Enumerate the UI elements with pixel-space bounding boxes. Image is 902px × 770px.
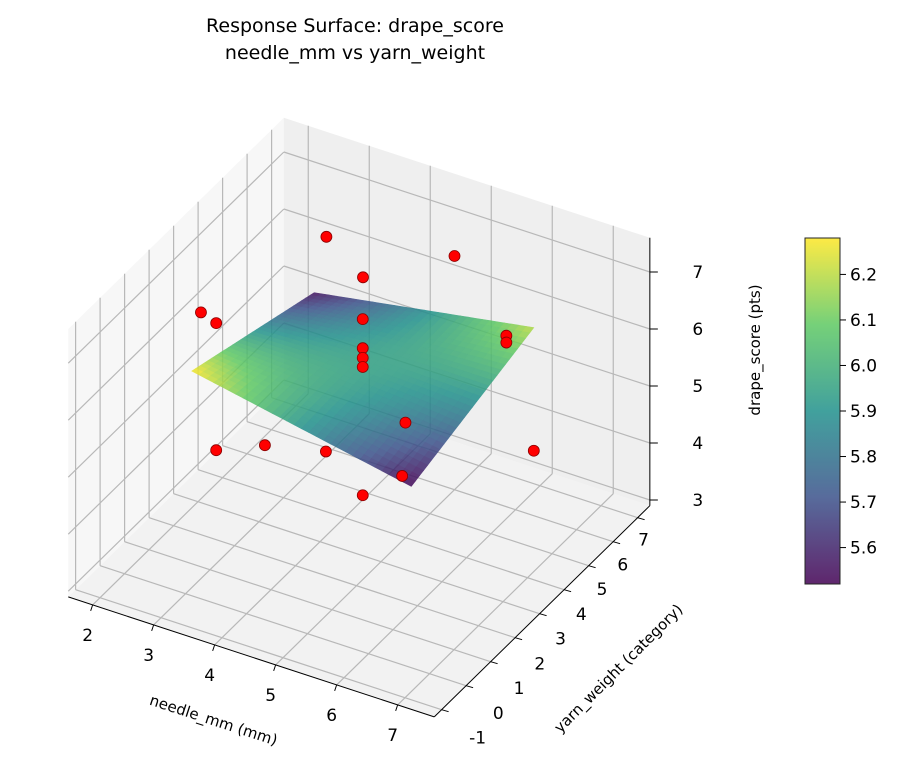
data-point — [396, 470, 409, 482]
colorbar-tick-label: 5.7 — [850, 493, 877, 513]
colorbar-tick-label: 6.0 — [850, 356, 877, 376]
gridline-z — [283, 208, 651, 330]
x-tick — [90, 604, 94, 612]
data-point — [258, 439, 271, 452]
y-tick — [612, 541, 621, 545]
data-point — [527, 444, 540, 457]
gridline-z — [67, 208, 285, 421]
colorbar — [804, 237, 841, 585]
y-tick — [588, 565, 596, 569]
data-point — [357, 271, 369, 284]
x-tick-label: 4 — [204, 666, 215, 686]
y-axis-line — [433, 505, 651, 718]
data-point — [500, 336, 513, 349]
x-tick-label: 7 — [387, 726, 398, 746]
data-point — [320, 230, 333, 243]
y-tick-label: 4 — [576, 605, 587, 625]
y-tick-label: 6 — [617, 555, 628, 575]
colorbar-tick-label: 6.2 — [850, 265, 877, 285]
gridline-z — [67, 151, 285, 364]
y-tick — [514, 637, 523, 641]
y-tick — [441, 709, 449, 713]
gridline-y — [246, 421, 614, 543]
z-tick-label: 6 — [692, 320, 703, 340]
left-pane — [68, 117, 284, 597]
y-axis-label: yarn_weight (category) — [550, 600, 687, 737]
z-tick-label: 7 — [692, 263, 703, 283]
z-tick-label: 5 — [692, 377, 703, 397]
gridline-y — [173, 493, 540, 615]
gridline-y — [75, 589, 442, 711]
y-tick — [490, 661, 498, 665]
scatter-points — [195, 230, 540, 502]
gridline-z — [283, 151, 651, 273]
x-tick-label: 2 — [82, 626, 93, 646]
data-point — [210, 317, 223, 330]
axes-lines — [68, 237, 658, 718]
gridline-z — [67, 379, 285, 592]
x-tick — [151, 624, 155, 632]
gridline-y — [124, 541, 491, 663]
gridline-y — [222, 445, 589, 567]
y-tick-label: 3 — [555, 630, 566, 650]
y-tick — [465, 685, 474, 689]
gridline-x — [92, 393, 309, 606]
data-point — [356, 489, 369, 502]
data-point — [356, 361, 369, 373]
y-tick — [539, 613, 547, 617]
data-point — [356, 313, 369, 326]
y-tick-label: 5 — [597, 580, 608, 600]
gridline-x — [153, 413, 370, 626]
x-tick-label: 5 — [265, 686, 276, 706]
z-tick-label: 4 — [692, 434, 703, 454]
y-tick-label: 1 — [514, 679, 525, 699]
gridline-x — [336, 473, 553, 686]
gridline-y — [148, 517, 516, 639]
x-tick-label: 6 — [326, 706, 337, 726]
colorbar-ticks: 5.6 5.7 5.8 5.9 6.0 6.1 6.2 — [840, 265, 877, 559]
colorbar-tick-label: 5.8 — [850, 448, 877, 468]
x-tick — [395, 704, 399, 712]
gridline-x — [397, 493, 614, 706]
x-tick — [334, 684, 338, 692]
z-tick-label: 3 — [692, 491, 703, 511]
x-tick — [212, 644, 216, 652]
x-axis-line — [68, 596, 435, 718]
data-point — [448, 250, 461, 262]
colorbar-tick-label: 5.9 — [850, 402, 877, 422]
data-point — [399, 416, 412, 429]
data-point — [210, 444, 223, 457]
chart-title: Response Surface: drape_score — [206, 15, 504, 37]
y-tick-label: -1 — [469, 729, 486, 749]
gridline-y — [99, 565, 467, 687]
colorbar-tick-label: 6.1 — [850, 311, 877, 331]
x-tick-label: 3 — [143, 646, 154, 666]
y-tick — [563, 589, 572, 593]
y-tick — [637, 517, 645, 521]
gridline-z — [67, 265, 285, 478]
colorbar-tick-label: 5.6 — [850, 539, 877, 559]
data-point — [319, 445, 332, 458]
z-axis-label: drape_score (pts) — [746, 284, 765, 415]
gridline-y — [197, 469, 565, 591]
data-point — [195, 306, 207, 319]
x-axis-label: needle_mm (mm) — [147, 691, 280, 750]
gridline-x — [275, 453, 492, 666]
y-tick-label: 2 — [534, 654, 545, 674]
chart-subtitle: needle_mm vs yarn_weight — [225, 42, 485, 64]
y-tick-label: 0 — [493, 704, 504, 724]
x-tick — [273, 664, 277, 672]
y-tick-label: 7 — [638, 531, 649, 551]
